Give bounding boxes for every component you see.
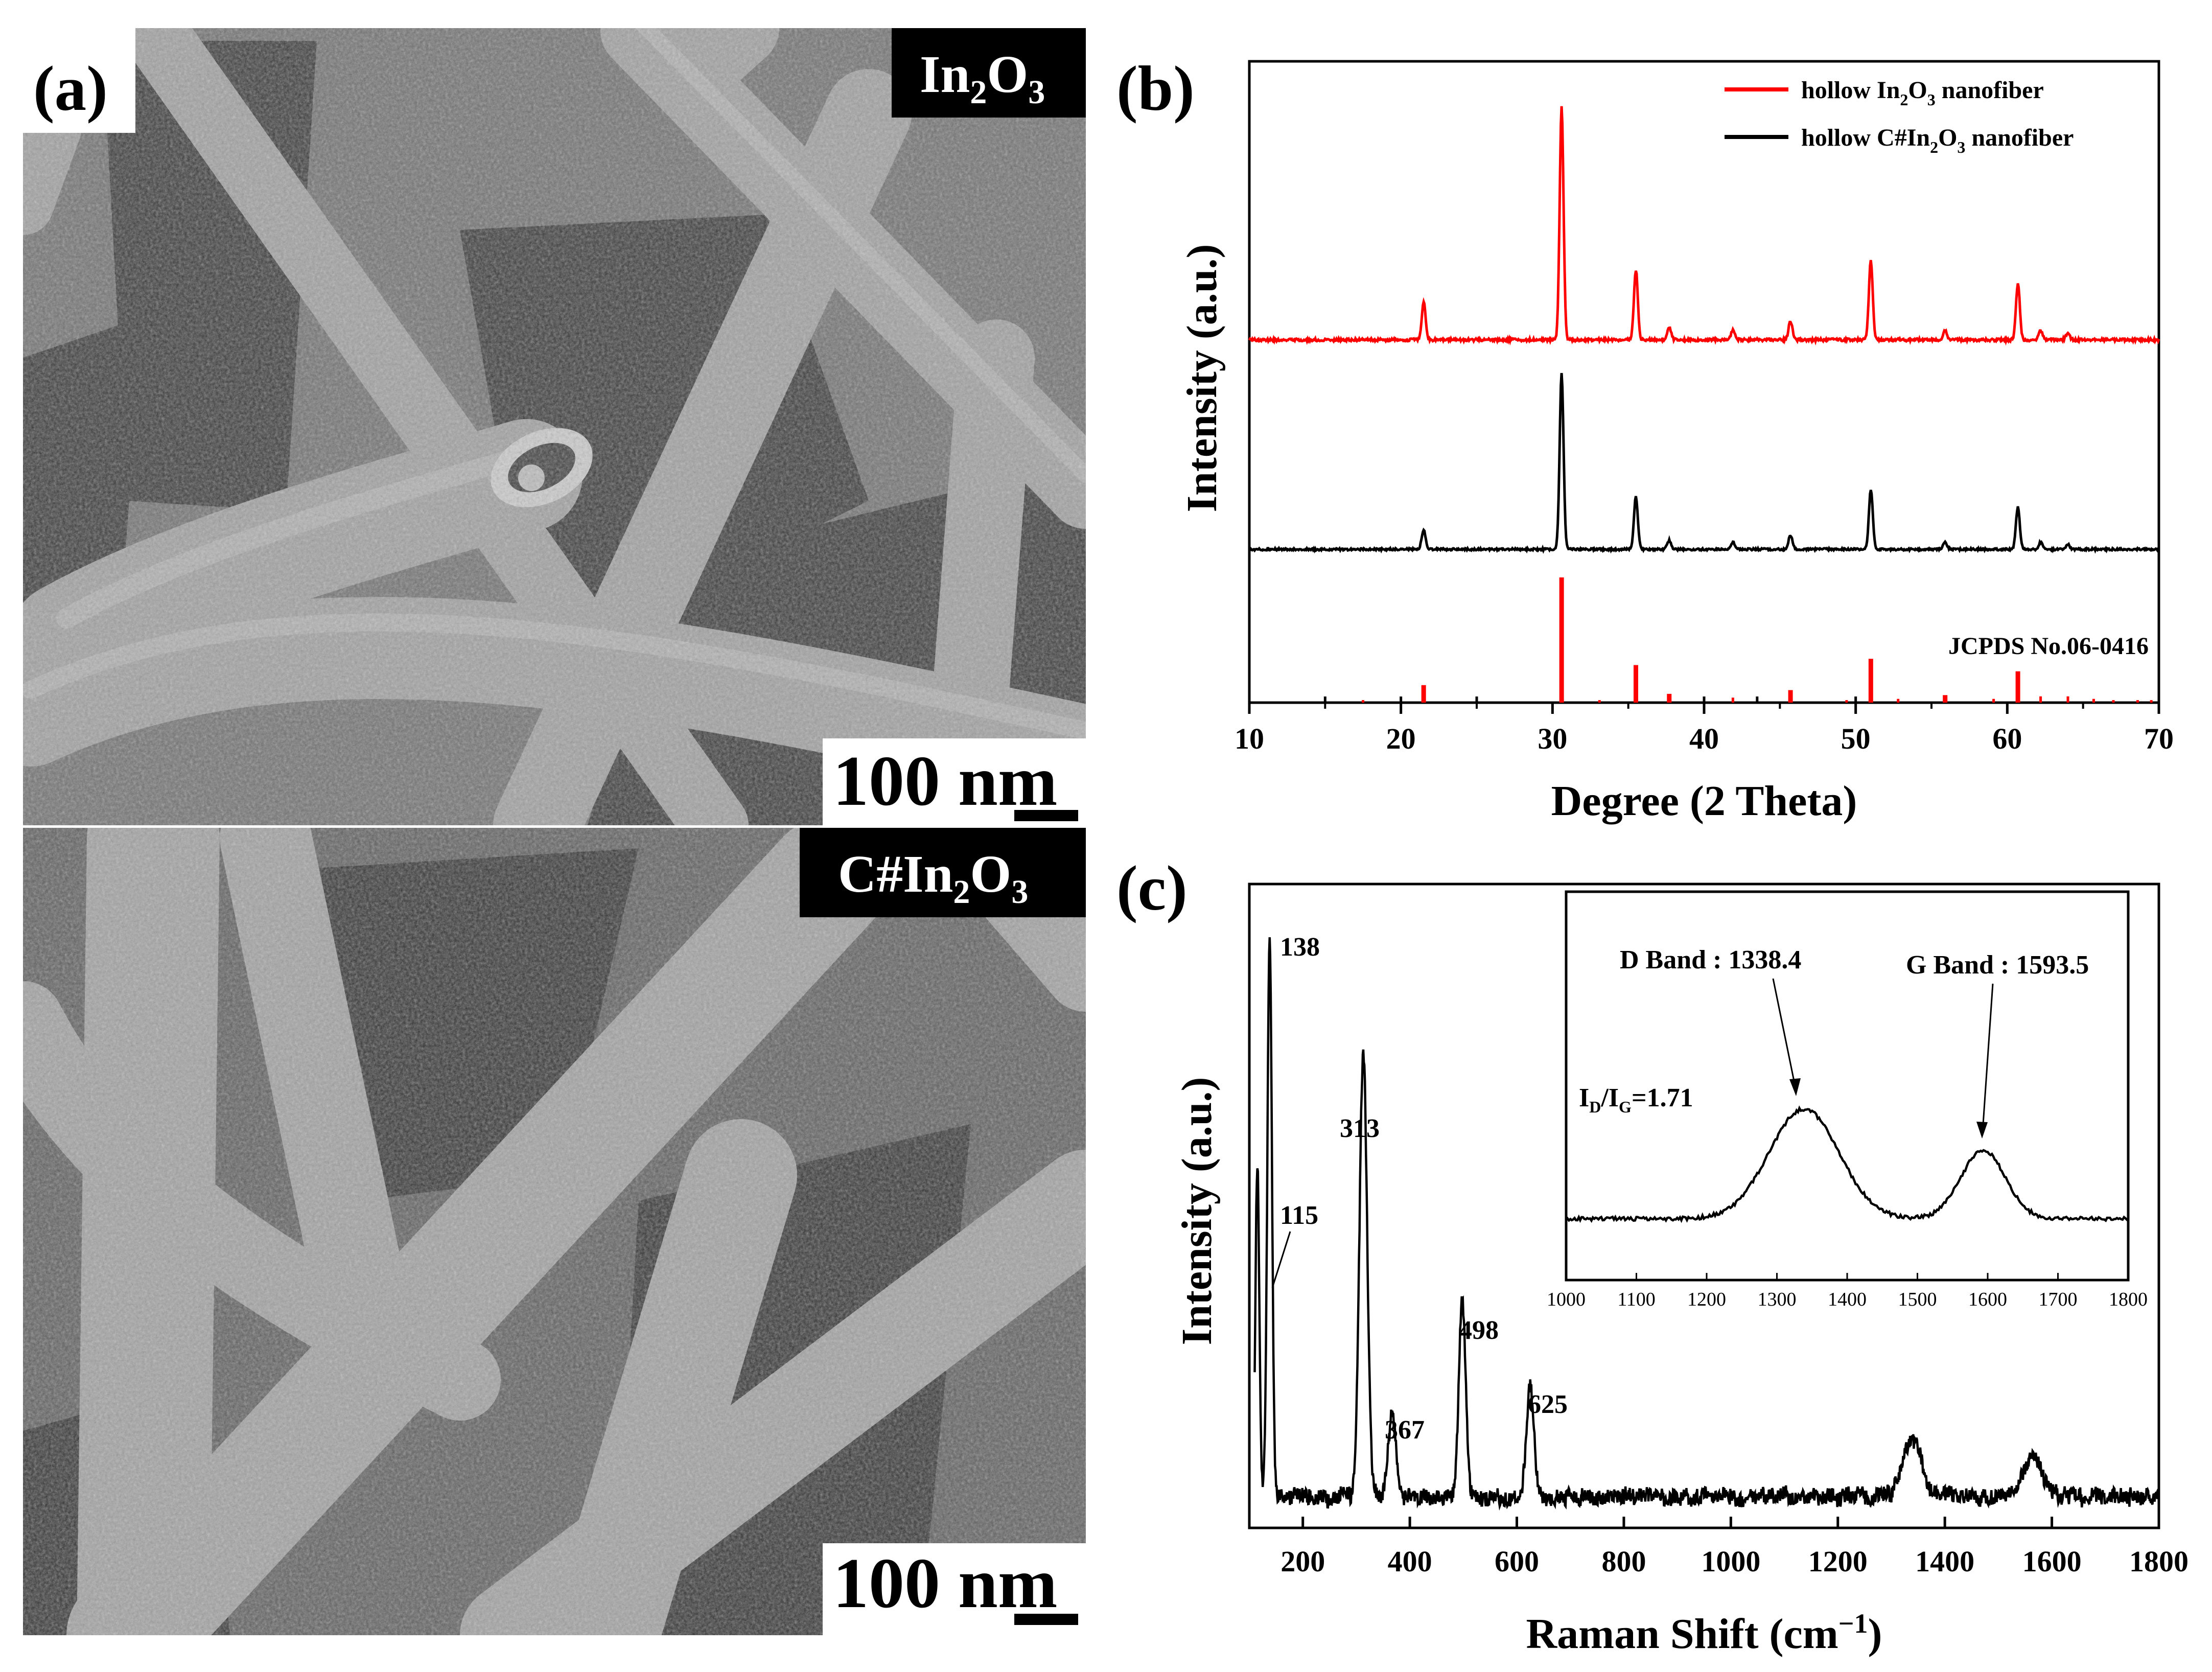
- inset-x-tick-label: 1700: [2039, 1289, 2078, 1310]
- legend-label-black: hollow C#In2O3 nanofiber: [1801, 124, 2074, 156]
- svg-text:100 nm: 100 nm: [833, 741, 1057, 821]
- raman-peak-label: 625: [1528, 1390, 1568, 1419]
- raman-x-tick-label: 600: [1495, 1545, 1539, 1578]
- scale-bar-bottom: 100 nm: [823, 1543, 1086, 1635]
- raman-chart: 200 400 600 800 1000 1200 1400 1600 1800 138 115 3…: [1173, 883, 2188, 1658]
- inset-x-tick-label: 1800: [2109, 1289, 2148, 1310]
- panel-letter-b: (b): [1116, 54, 1195, 124]
- inset-x-tick-label: 1600: [1968, 1289, 2007, 1310]
- jcpds-label: JCPDS No.06-0416: [1948, 633, 2149, 660]
- xrd-x-axis-title: Degree (2 Theta): [1551, 777, 1857, 825]
- inset-x-tick-label: 1500: [1898, 1289, 1937, 1310]
- d-band-arrow: [1772, 978, 1797, 1092]
- raman-x-tick-label: 1600: [2022, 1545, 2082, 1578]
- d-band-label: D Band : 1338.4: [1620, 945, 1801, 974]
- raman-peak-label: 498: [1459, 1316, 1499, 1345]
- xrd-chart: 10 20 30 40 50 60 70 Degree (2 Theta) Intensit…: [1178, 60, 2174, 825]
- xrd-y-axis-title: Intensity (a.u.): [1178, 244, 1226, 512]
- xrd-x-tick-label: 50: [1841, 722, 1871, 755]
- xrd-x-tick-label: 40: [1689, 722, 1719, 755]
- raman-peak-label: 367: [1385, 1415, 1425, 1445]
- xrd-x-tick-label: 30: [1538, 722, 1567, 755]
- xrd-x-tick-label: 60: [1992, 722, 2022, 755]
- raman-x-tick-label: 400: [1388, 1545, 1432, 1578]
- peak-115-pointer: [1271, 1231, 1291, 1288]
- svg-text:C#In2O3: C#In2O3: [838, 845, 1028, 911]
- xrd-x-tick-label: 70: [2144, 722, 2174, 755]
- raman-x-tick-label: 1000: [1701, 1545, 1760, 1578]
- panel-letter-a: (a): [33, 54, 108, 124]
- inset-x-tick-label: 1300: [1758, 1289, 1797, 1310]
- svg-text:In2O3: In2O3: [920, 45, 1045, 111]
- raman-x-tick-label: 1200: [1808, 1545, 1868, 1578]
- xrd-plot-frame: [1248, 60, 2160, 704]
- raman-x-tick-label: 1400: [1915, 1545, 1974, 1578]
- sem-image-top: [23, 28, 1086, 825]
- raman-x-axis-title: Raman Shift (cm−1): [1526, 1608, 1882, 1658]
- raman-plot-frame: [1248, 883, 2160, 1529]
- g-band-arrow: [1982, 983, 1994, 1132]
- xrd-legend: hollow In2O3 nanofiber hollow C#In2O3 na…: [1725, 77, 2074, 156]
- panel-letter-c: (c): [1116, 853, 1188, 924]
- legend-label-red: hollow In2O3 nanofiber: [1801, 77, 2044, 109]
- inset-series: [1565, 1105, 2129, 1223]
- g-band-label: G Band : 1593.5: [1906, 950, 2089, 980]
- raman-x-tick-label: 800: [1601, 1545, 1646, 1578]
- xrd-series-red: [1248, 106, 2160, 346]
- svg-text:100 nm: 100 nm: [833, 1544, 1057, 1623]
- intensity-ratio-label: ID/IG=1.71: [1579, 1083, 1693, 1116]
- sem-image-bottom: [23, 828, 1086, 1635]
- sem-top-tag: In2O3: [892, 28, 1086, 118]
- xrd-series-black: [1248, 373, 2160, 554]
- inset-x-tick-label: 1400: [1828, 1289, 1867, 1310]
- xrd-x-tick-label: 20: [1386, 722, 1416, 755]
- sem-bottom-tag: C#In2O3: [800, 828, 1086, 917]
- raman-x-tick-label: 200: [1280, 1545, 1325, 1578]
- raman-series: [1253, 937, 2160, 1511]
- raman-inset: 1000 1100 1200 1300 1400 1500 1600 1700 1800 D B…: [1547, 890, 2148, 1310]
- raman-peak-label: 138: [1280, 933, 1320, 962]
- raman-x-tick-label: 1800: [2129, 1545, 2188, 1578]
- xrd-x-tick-label: 10: [1235, 722, 1264, 755]
- scale-bar-top: 100 nm: [823, 738, 1086, 825]
- raman-peak-label: 115: [1280, 1201, 1318, 1230]
- inset-x-tick-label: 1000: [1547, 1289, 1586, 1310]
- inset-x-tick-label: 1100: [1617, 1289, 1656, 1310]
- inset-x-tick-label: 1200: [1687, 1289, 1726, 1310]
- raman-peak-label: 313: [1340, 1114, 1380, 1143]
- raman-y-axis-title: Intensity (a.u.): [1173, 1077, 1221, 1345]
